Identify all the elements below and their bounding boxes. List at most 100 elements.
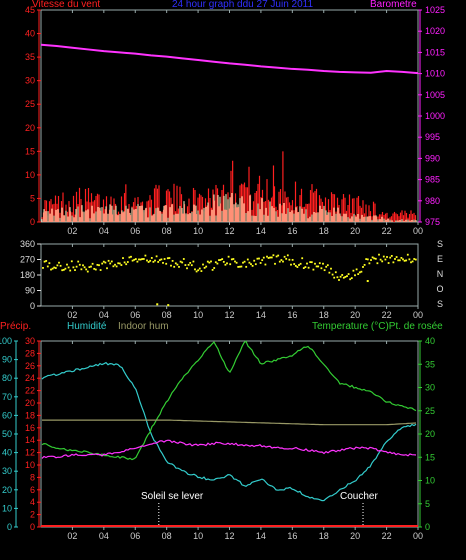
wind-direction-point — [69, 269, 72, 272]
direction-letter-2: N — [437, 269, 444, 279]
wind-direction-point — [278, 260, 281, 263]
panel1-xlabel-10: 10 — [193, 226, 203, 236]
wind-direction-point — [262, 256, 265, 259]
precip-ylabel-16: 16 — [25, 423, 35, 433]
panel1-xlabel-16: 16 — [287, 226, 297, 236]
wind-direction-point — [318, 262, 321, 265]
wind-direction-point — [352, 269, 355, 272]
wind-ylabel-20: 20 — [25, 123, 35, 133]
wind-direction-point — [347, 273, 350, 275]
wind-direction-point — [232, 258, 235, 260]
hum-ylabel-80: 80 — [2, 373, 12, 383]
precip-ylabel-28: 28 — [25, 348, 35, 358]
wind-direction-point — [198, 267, 201, 270]
wind-direction-point — [104, 261, 107, 264]
panel3-xlabel-12: 12 — [224, 531, 234, 541]
wind-ylabel-30: 30 — [25, 76, 35, 86]
wind-direction-point — [341, 274, 344, 276]
wind-direction-point — [387, 262, 390, 264]
wind-ylabel-25: 25 — [25, 99, 35, 109]
panel3-xlabel-14: 14 — [256, 531, 266, 541]
wind-direction-point — [190, 264, 193, 267]
wind-direction-point — [310, 261, 313, 264]
hum-ylabel-20: 20 — [2, 485, 12, 495]
baro-ylabel-985: 985 — [425, 175, 440, 185]
wind-direction-point — [114, 263, 116, 266]
wind-direction-point — [43, 260, 46, 263]
precip-ylabel-10: 10 — [25, 460, 35, 470]
wind-direction-point — [320, 267, 323, 270]
wind-direction-point — [98, 264, 100, 267]
wind-direction-point — [179, 260, 182, 263]
direction-letter-0: S — [437, 239, 443, 249]
wind-direction-point — [272, 254, 275, 257]
panel1-xlabel-02: 02 — [67, 226, 77, 236]
wind-direction-point — [405, 259, 408, 262]
wind-direction-point — [242, 261, 244, 264]
wind-direction-point — [166, 257, 169, 260]
wind-direction-point — [170, 264, 172, 267]
temp-ylabel-40: 40 — [425, 336, 435, 346]
wind-direction-point — [155, 255, 158, 258]
wind-direction-point — [165, 262, 168, 265]
chart-title: 24 hour graph ddu 27 Juin 2011 — [172, 0, 314, 10]
wind-direction-point — [408, 258, 411, 261]
wind-direction-point — [62, 268, 65, 271]
panel2-xlabel-22: 22 — [382, 310, 392, 320]
wind-direction-point — [382, 255, 385, 258]
wind-direction-point — [144, 254, 147, 257]
wind-direction-point — [250, 263, 252, 266]
indoor-hum-title: Indoor hum — [118, 321, 169, 332]
wind-direction-point — [107, 259, 110, 262]
panel2-xlabel-08: 08 — [162, 310, 172, 320]
wind-direction-point — [373, 257, 376, 260]
wind-direction-point — [131, 259, 134, 262]
wind-direction-point — [397, 259, 400, 262]
wind-direction-point — [374, 257, 377, 260]
panel1-xlabel-22: 22 — [382, 226, 392, 236]
panel3-xlabel-16: 16 — [287, 531, 297, 541]
wind-direction-point — [197, 269, 200, 272]
wind-direction-point — [109, 262, 112, 265]
wind-direction-point — [70, 260, 73, 263]
wind-direction-point — [342, 276, 345, 279]
series-pt-de-ros-e-line — [41, 439, 417, 459]
panel1-xlabel-06: 06 — [130, 226, 140, 236]
panel3-xlabel-18: 18 — [319, 531, 329, 541]
wind-direction-point — [326, 264, 329, 267]
panel3-xlabel-06: 06 — [130, 531, 140, 541]
panel2-xlabel-18: 18 — [319, 310, 329, 320]
temp-ylabel-20: 20 — [425, 429, 435, 439]
wind-direction-point — [150, 257, 153, 259]
humidity-axis-title: Humidité — [67, 321, 107, 332]
wind-direction-point — [270, 256, 273, 259]
dir-ylabel-90: 90 — [25, 286, 35, 296]
panel3-xlabel-00: 00 — [413, 531, 423, 541]
precip-ylabel-12: 12 — [25, 448, 35, 458]
temp-ylabel-30: 30 — [425, 383, 435, 393]
wind-ylabel-5: 5 — [30, 193, 35, 203]
wind-direction-point — [106, 267, 108, 270]
wind-direction-point — [400, 256, 403, 259]
wind-direction-point — [277, 254, 280, 257]
wind-direction-point — [126, 261, 129, 263]
wind-direction-point — [264, 263, 267, 266]
wind-ylabel-10: 10 — [25, 170, 35, 180]
wind-direction-point — [230, 258, 233, 261]
panel2-xlabel-06: 06 — [130, 310, 140, 320]
wind-direction-point — [302, 267, 305, 270]
wind-ylabel-35: 35 — [25, 52, 35, 62]
wind-direction-point — [122, 257, 124, 259]
panel2-xlabel-12: 12 — [224, 310, 234, 320]
temp-ylabel-5: 5 — [425, 499, 430, 509]
wind-direction-point — [291, 258, 294, 261]
baro-ylabel-1020: 1020 — [425, 26, 445, 36]
direction-letter-3: O — [436, 284, 443, 294]
wind-direction-point — [254, 263, 257, 266]
panel3-xlabel-08: 08 — [162, 531, 172, 541]
wind-direction-point — [398, 259, 401, 262]
wind-direction-point — [85, 268, 88, 271]
wind-direction-point — [211, 269, 214, 271]
baro-ylabel-990: 990 — [425, 153, 440, 163]
precip-ylabel-22: 22 — [25, 386, 35, 396]
